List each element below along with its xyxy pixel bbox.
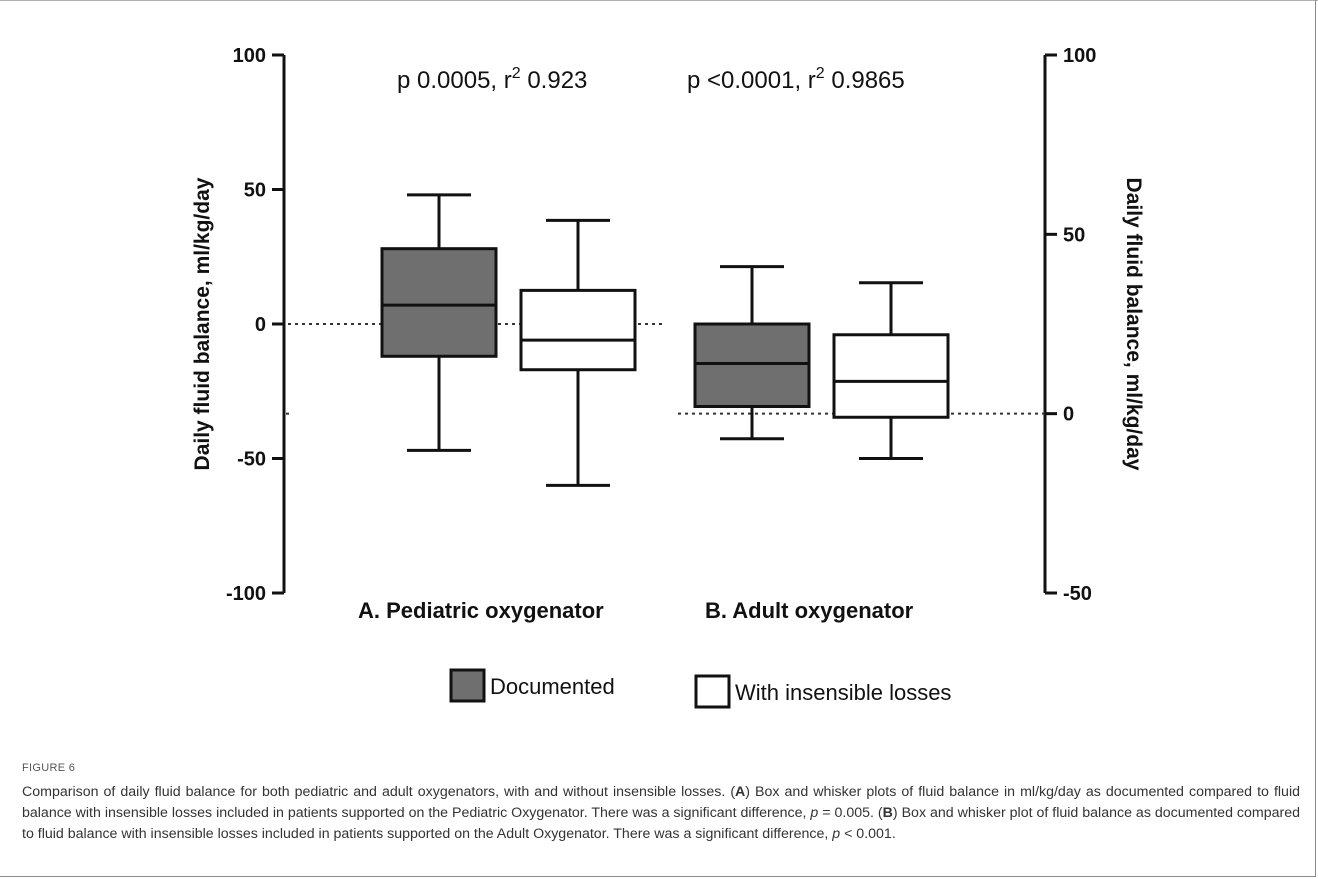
right-tick-label: 0 [1063, 404, 1074, 426]
right-tick-label: 100 [1063, 45, 1096, 67]
left-tick-label: -50 [237, 449, 266, 471]
legend-label: Documented [490, 674, 615, 699]
left-tick-label: 50 [244, 180, 266, 202]
left-tick-label: -100 [226, 583, 266, 605]
box-iqr [693, 322, 811, 408]
frame-top-border [0, 0, 1318, 1]
box-iqr [519, 288, 637, 372]
box-iqr [380, 247, 498, 358]
panel-stats-label: p <0.0001, r2 0.9865 [687, 65, 905, 94]
caption-part-1: Comparison of daily fluid balance for bo… [22, 784, 736, 800]
caption-part-2: ) Box and whisker plots of fluid balance… [22, 784, 1300, 821]
left-axis-title: Daily fluid balance, ml/kg/day [191, 177, 214, 470]
caption-p-symbol-1: p [810, 805, 819, 821]
box-iqr [832, 333, 950, 419]
figure-caption: FIGURE 6 Comparison of daily fluid balan… [22, 762, 1300, 845]
legend-swatch [694, 674, 731, 709]
right-axis-title: Daily fluid balance, ml/kg/day [1122, 178, 1145, 471]
box-plot-chart: 100 50 0 -50 -100 Daily fluid balance, ml/kg/… [191, 45, 1145, 709]
panel-stats-label: p 0.0005, r2 0.923 [397, 65, 587, 94]
caption-panel-a: A [735, 784, 746, 800]
left-tick-label: 100 [233, 45, 266, 67]
panel-label: B. Adult oxygenator [705, 598, 914, 623]
figure-label: FIGURE 6 [22, 762, 76, 774]
legend-swatch [449, 668, 486, 703]
caption-part-3: = 0.005. ( [818, 805, 883, 821]
caption-part-5: < 0.001. [840, 826, 896, 842]
legend-label: With insensible losses [735, 680, 951, 705]
right-tick-label: 50 [1063, 224, 1085, 246]
caption-text: Comparison of daily fluid balance for bo… [22, 782, 1300, 845]
panel-label: A. Pediatric oxygenator [358, 598, 604, 623]
caption-panel-b: B [882, 805, 893, 821]
left-tick-label: 0 [255, 314, 266, 336]
caption-p-symbol-2: p [832, 826, 841, 842]
caption-part-4: ) Box and whisker plot of fluid balance … [22, 805, 1301, 842]
right-tick-label: -50 [1063, 583, 1092, 605]
